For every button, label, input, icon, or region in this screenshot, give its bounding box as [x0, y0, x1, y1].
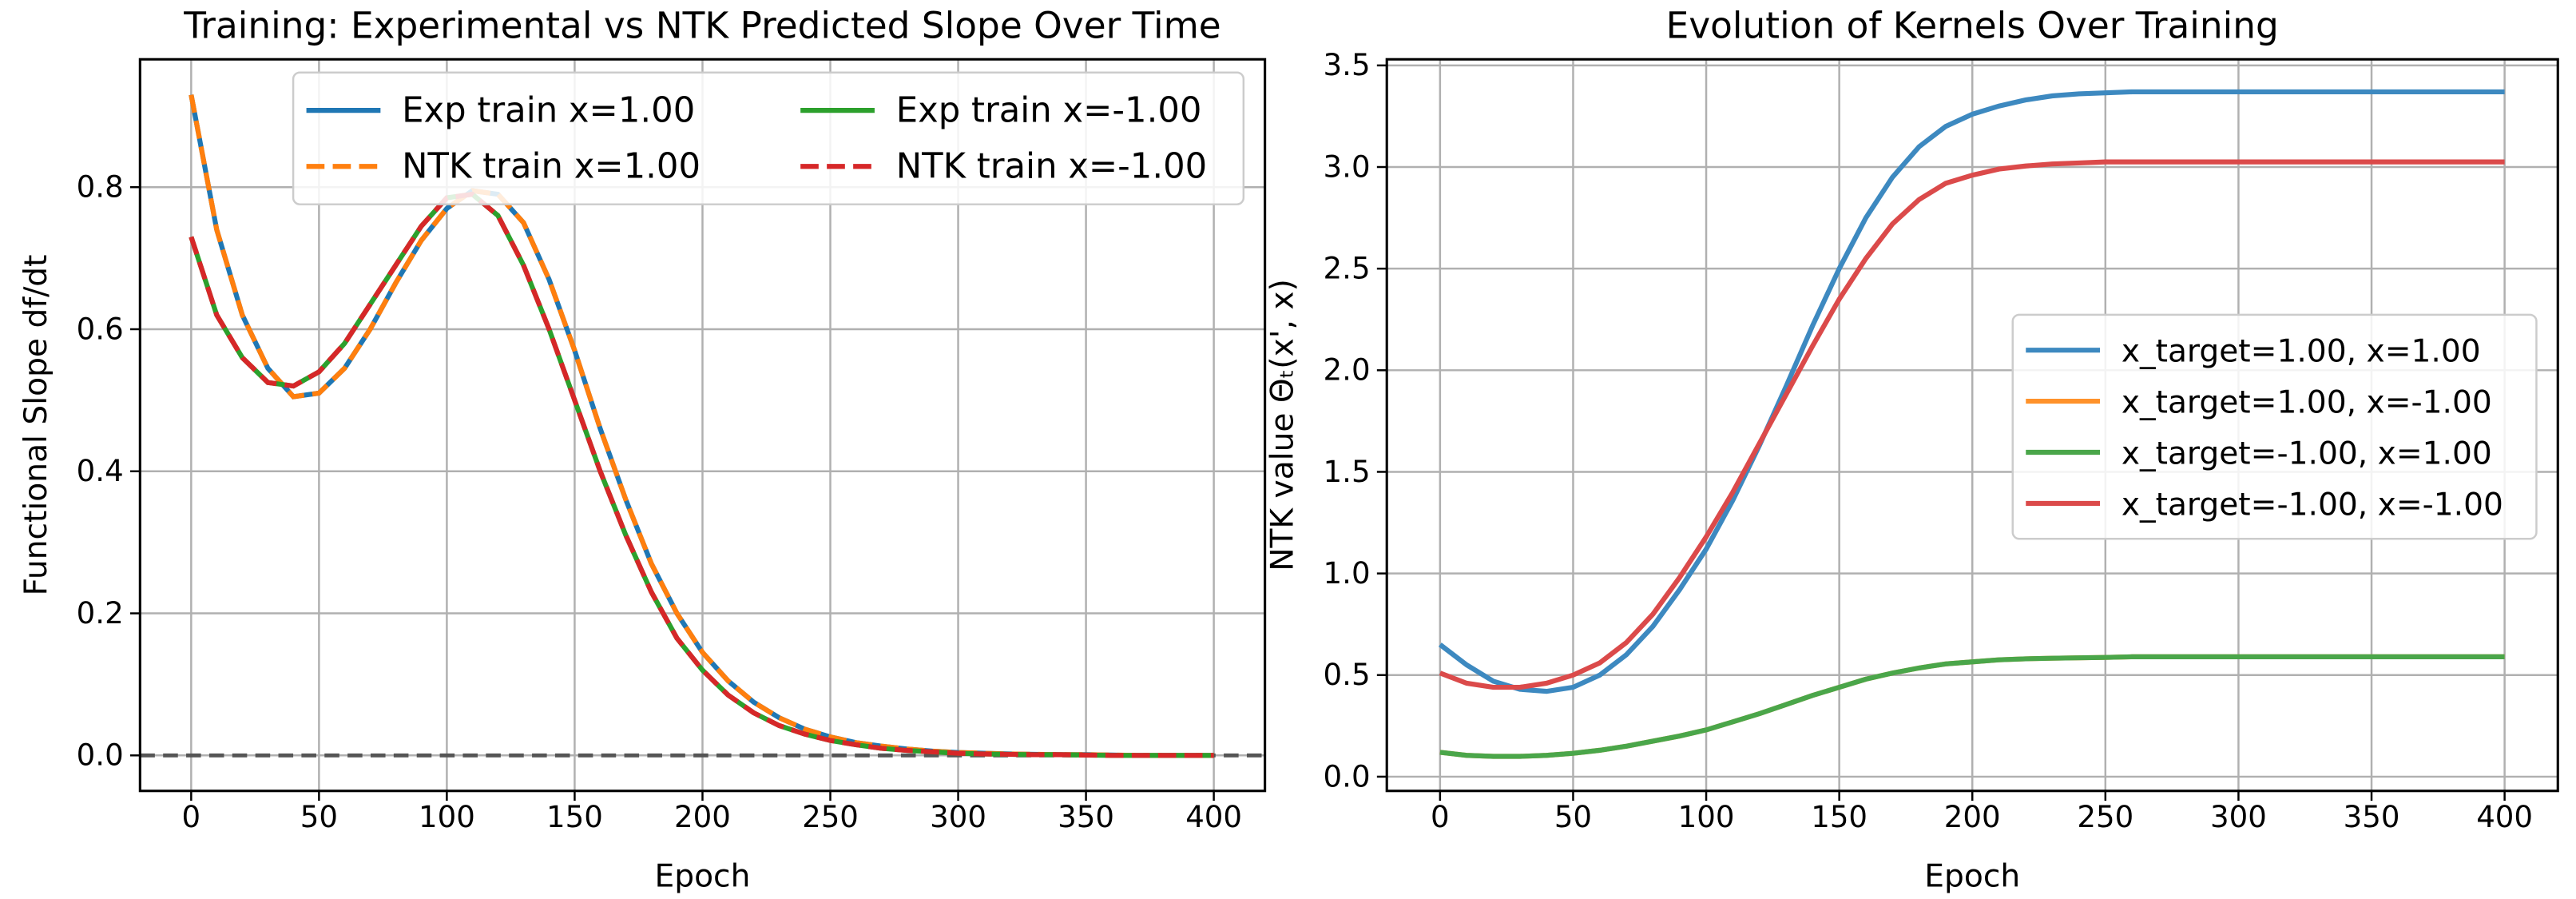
y-tick-label: 2.0 — [1324, 353, 1371, 388]
plot: 0 50 100 150 200 250 300 350 400 0.0 0.2 0.4 0.6 0.8 T… — [18, 4, 1267, 894]
legend-box — [292, 71, 1245, 205]
series-line — [1438, 89, 2505, 694]
legend-label: NTK train x=1.00 — [402, 147, 701, 187]
y-tick-label: 1.0 — [1324, 556, 1371, 591]
y-tick-label: 0.6 — [77, 312, 124, 346]
y-tick-label: 2.5 — [1324, 252, 1371, 286]
chart-title: Training: Experimental vs NTK Predicted … — [183, 4, 1221, 46]
x-tick-label: 150 — [1811, 800, 1868, 834]
y-tick-label: 0.2 — [77, 596, 124, 630]
y-tick-label: 0.5 — [1324, 658, 1371, 692]
y-tick-label: 3.0 — [1324, 149, 1371, 184]
x-tick-label: 250 — [802, 800, 859, 834]
axes-frame — [138, 58, 1267, 793]
x-tick-label: 250 — [2077, 800, 2133, 834]
x-tick-label: 100 — [419, 800, 475, 834]
x-tick-label: 400 — [2476, 800, 2533, 834]
y-tick-label: 0.0 — [1324, 759, 1371, 794]
y-axis-label: Functional Slope df/dt — [18, 254, 54, 595]
axes-frame — [1385, 58, 2559, 793]
x-tick-label: 200 — [1944, 800, 2001, 834]
legend-label: x_target=-1.00, x=-1.00 — [2122, 487, 2503, 523]
x-tick-label: 0 — [1431, 800, 1450, 834]
legend-label: Exp train x=-1.00 — [896, 91, 1202, 131]
y-tick-label: 0.8 — [77, 170, 124, 205]
legend-box — [2011, 313, 2538, 540]
series-line — [1439, 159, 2505, 690]
x-tick-label: 200 — [674, 800, 731, 834]
plot: 0 50 100 150 200 250 300 350 400 0.0 0.5 1.0 1.5 2.0 2… — [1265, 4, 2559, 894]
series-line — [189, 191, 1214, 758]
y-tick-label: 0.4 — [77, 454, 124, 488]
x-tick-label: 350 — [1058, 800, 1114, 834]
legend-label: x_target=1.00, x=1.00 — [2122, 334, 2481, 370]
legend: Exp train x=1.00 NTK train x=1.00 Exp trai… — [292, 71, 1245, 205]
series-line — [1439, 654, 2505, 759]
x-axis-label: Epoch — [655, 858, 751, 894]
x-tick-label: 0 — [182, 800, 201, 834]
y-tick-label: 3.5 — [1324, 48, 1371, 82]
x-tick-label: 300 — [930, 800, 986, 834]
x-axis-label: Epoch — [1924, 858, 2020, 894]
y-axis-label: NTK value Θₜ(x', x) — [1265, 279, 1301, 571]
legend: x_target=1.00, x=1.00 x_target=1.00, x=-1… — [2011, 313, 2538, 540]
x-tick-label: 150 — [546, 800, 603, 834]
x-tick-label: 50 — [1554, 800, 1592, 834]
x-tick-label: 400 — [1185, 800, 1242, 834]
x-tick-label: 50 — [300, 800, 338, 834]
chart-title: Evolution of Kernels Over Training — [1666, 4, 2279, 46]
x-tick-label: 100 — [1678, 800, 1735, 834]
y-tick-label: 0.0 — [77, 738, 124, 773]
legend-label: Exp train x=1.00 — [402, 91, 695, 131]
y-tick-label: 1.5 — [1324, 455, 1371, 489]
legend-label: x_target=-1.00, x=1.00 — [2122, 436, 2492, 471]
legend-label: x_target=1.00, x=-1.00 — [2122, 385, 2492, 421]
x-tick-label: 350 — [2344, 800, 2400, 834]
legend-label: NTK train x=-1.00 — [896, 147, 1207, 187]
x-tick-label: 300 — [2210, 800, 2267, 834]
